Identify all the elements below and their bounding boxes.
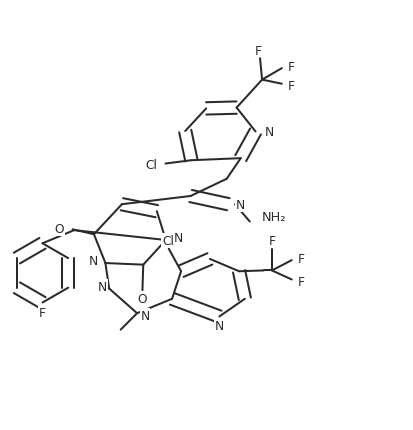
Text: Cl: Cl — [161, 234, 173, 247]
Text: N: N — [88, 255, 98, 268]
Text: F: F — [39, 307, 46, 319]
Text: N: N — [140, 309, 149, 322]
Text: F: F — [297, 275, 304, 289]
Text: F: F — [297, 252, 304, 265]
Text: N: N — [173, 232, 182, 245]
Text: F: F — [268, 235, 275, 248]
Text: F: F — [254, 44, 261, 57]
Text: F: F — [287, 60, 294, 74]
Text: O: O — [55, 222, 64, 236]
Text: N: N — [235, 198, 244, 211]
Text: N: N — [97, 280, 107, 293]
Text: Cl: Cl — [145, 159, 157, 172]
Text: N: N — [214, 319, 223, 332]
Text: NH₂: NH₂ — [261, 211, 286, 224]
Text: F: F — [287, 80, 294, 93]
Text: N: N — [264, 126, 273, 138]
Text: O: O — [137, 292, 147, 305]
